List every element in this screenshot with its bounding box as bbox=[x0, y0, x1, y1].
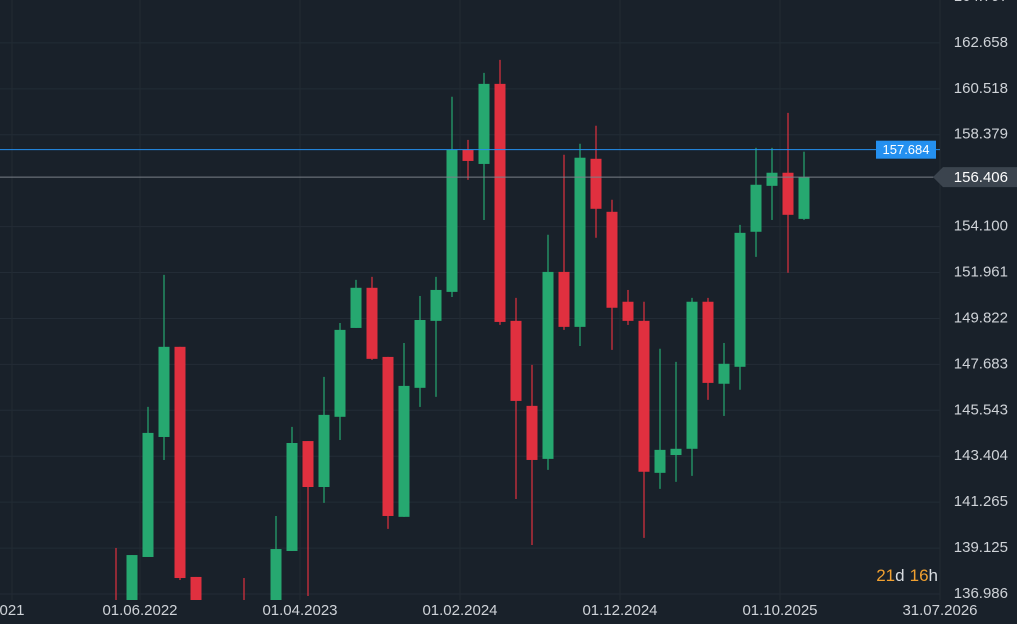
candle-body bbox=[494, 83, 506, 322]
candle-body bbox=[414, 319, 426, 388]
candle-body bbox=[734, 232, 746, 367]
candle-body bbox=[302, 441, 314, 488]
price-tag bbox=[933, 167, 1017, 188]
candle-body bbox=[446, 149, 458, 292]
candle-body bbox=[382, 356, 394, 516]
candle-body bbox=[574, 157, 586, 327]
candle-body bbox=[398, 385, 410, 517]
y-tick-label: 147.683 bbox=[954, 355, 1008, 372]
candle-body bbox=[542, 271, 554, 459]
y-tick-label: 139.125 bbox=[954, 539, 1008, 556]
price-label-box bbox=[876, 140, 936, 159]
y-tick-label: 154.100 bbox=[954, 218, 1008, 235]
countdown: 21d 16h bbox=[876, 566, 938, 585]
y-tick-label: 160.518 bbox=[954, 80, 1008, 97]
candle-body bbox=[526, 405, 538, 460]
candle-body bbox=[766, 172, 778, 186]
candle-body bbox=[142, 432, 154, 557]
candle-body bbox=[478, 83, 490, 164]
y-tick-label: 151.961 bbox=[954, 264, 1008, 281]
candle-body bbox=[670, 448, 682, 456]
price-label: 157.684 bbox=[883, 142, 930, 157]
countdown-part: 21 bbox=[876, 566, 895, 585]
candle-body bbox=[750, 184, 762, 232]
countdown-part: d bbox=[895, 566, 904, 585]
x-tick-label: 31.07.2026 bbox=[902, 602, 977, 619]
candle-body bbox=[798, 177, 810, 219]
candle-body bbox=[318, 414, 330, 488]
y-tick-label: 149.822 bbox=[954, 309, 1008, 326]
x-tick-label: 01.06.2022 bbox=[102, 602, 177, 619]
plot-area bbox=[0, 59, 940, 600]
y-tick-label: 162.658 bbox=[954, 34, 1008, 51]
candle-body bbox=[718, 363, 730, 384]
x-tick-label: 01.12.2024 bbox=[582, 602, 657, 619]
y-tick-label: 143.404 bbox=[954, 447, 1008, 464]
candle-body bbox=[334, 329, 346, 417]
x-tick-label: 01.10.2025 bbox=[742, 602, 817, 619]
candle-body bbox=[510, 320, 522, 401]
x-tick-label: 01.02.2024 bbox=[422, 602, 497, 619]
candle-body bbox=[430, 289, 442, 321]
candle-body bbox=[366, 287, 378, 359]
candle-body bbox=[606, 211, 618, 308]
x-tick-label: 021 bbox=[0, 602, 25, 619]
grid bbox=[0, 42, 940, 595]
countdown-part: 16 bbox=[910, 566, 929, 585]
candle-body bbox=[590, 158, 602, 209]
candle-body bbox=[190, 576, 202, 600]
y-tick-label: 164.797 bbox=[954, 0, 1008, 5]
candle-body bbox=[174, 346, 186, 579]
x-tick-label: 01.04.2023 bbox=[262, 602, 337, 619]
candle-body bbox=[622, 301, 634, 321]
candle-body bbox=[126, 555, 138, 600]
y-tick-label: 145.543 bbox=[954, 401, 1008, 418]
price-tag-label: 156.406 bbox=[954, 169, 1008, 186]
candle-body bbox=[654, 449, 666, 473]
y-tick-label: 141.265 bbox=[954, 493, 1008, 510]
candle-body bbox=[158, 346, 170, 437]
candle-body bbox=[702, 301, 714, 383]
candle-body bbox=[638, 320, 650, 472]
candle-body bbox=[462, 149, 474, 161]
candle-body bbox=[782, 172, 794, 215]
candle-body bbox=[686, 301, 698, 449]
candle-body bbox=[286, 442, 298, 551]
candle-body bbox=[558, 271, 570, 327]
candle-body bbox=[350, 287, 362, 328]
candle-body bbox=[270, 549, 282, 600]
y-tick-label: 136.986 bbox=[954, 585, 1008, 602]
y-tick-label: 158.379 bbox=[954, 126, 1008, 143]
countdown-part: h bbox=[929, 566, 938, 585]
